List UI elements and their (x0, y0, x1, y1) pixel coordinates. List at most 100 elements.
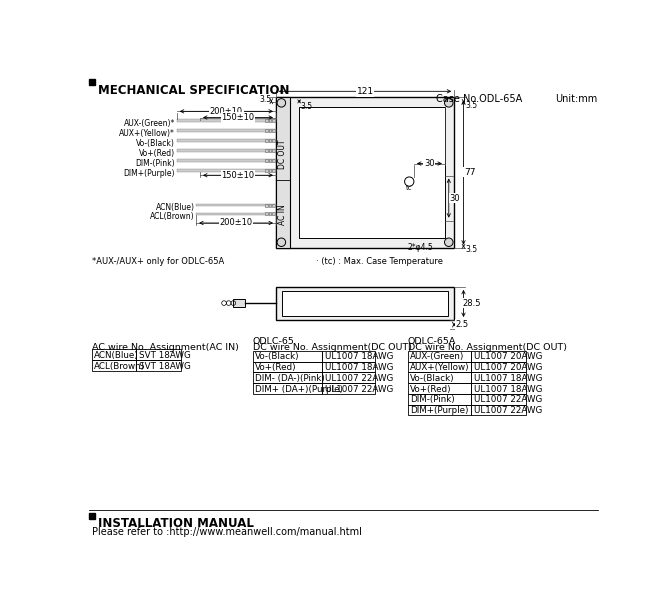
Bar (471, 362, 525, 372)
Bar (299, 107, 445, 239)
Text: AUX-(Green)*: AUX-(Green)* (124, 119, 175, 128)
Text: UL1007 20AWG: UL1007 20AWG (474, 363, 542, 372)
Text: 150±10: 150±10 (221, 171, 255, 180)
Bar (322, 372, 375, 383)
Text: · (tc) : Max. Case Temperature: · (tc) : Max. Case Temperature (316, 257, 444, 266)
Bar (177, 149, 276, 152)
Bar (89, 512, 95, 518)
Text: 3.5: 3.5 (465, 101, 477, 109)
Text: UL1007 18AWG: UL1007 18AWG (474, 385, 542, 394)
Text: INSTALLATION MANUAL: INSTALLATION MANUAL (98, 517, 253, 530)
Text: Vo-(Black): Vo-(Black) (255, 352, 299, 361)
Text: AUX+(Yellow)*: AUX+(Yellow)* (119, 129, 175, 138)
Text: UL1007 22AWG: UL1007 22AWG (474, 396, 542, 404)
Bar (269, 169, 271, 172)
Bar (408, 351, 471, 362)
Text: 200±10: 200±10 (220, 219, 253, 228)
Text: Vo-(Black): Vo-(Black) (136, 139, 175, 148)
Bar (92, 349, 137, 360)
Bar (272, 129, 275, 132)
Bar (471, 383, 525, 394)
Text: 28.5: 28.5 (462, 299, 480, 308)
Text: DIM+(Purple): DIM+(Purple) (124, 169, 175, 178)
Text: DIM-(Pink): DIM-(Pink) (135, 159, 175, 168)
Bar (272, 204, 275, 207)
Text: 3.5: 3.5 (465, 245, 477, 254)
Text: AC IN: AC IN (279, 204, 287, 225)
Text: UL1007 18AWG: UL1007 18AWG (325, 363, 393, 372)
Text: 200±10: 200±10 (210, 107, 243, 116)
Bar (272, 159, 275, 162)
Bar (177, 160, 276, 162)
Bar (137, 349, 182, 360)
Bar (265, 119, 268, 122)
Text: 121: 121 (356, 87, 374, 96)
Bar (269, 212, 271, 215)
Bar (282, 291, 448, 316)
Bar (265, 204, 268, 207)
Text: 77: 77 (464, 168, 476, 177)
Bar (269, 149, 271, 152)
Bar (269, 129, 271, 132)
Bar (471, 372, 525, 383)
Bar (253, 362, 322, 372)
Bar (272, 169, 275, 172)
Bar (272, 149, 275, 152)
Text: DIM+ (DA+)(Purple): DIM+ (DA+)(Purple) (255, 385, 343, 394)
Text: Please refer to :http://www.meanwell.com/manual.html: Please refer to :http://www.meanwell.com… (92, 527, 361, 537)
Bar (253, 372, 322, 383)
Bar (253, 351, 322, 362)
Text: DC wire No. Assignment(DC OUT): DC wire No. Assignment(DC OUT) (408, 343, 567, 352)
Text: AC wire No. Assignment(AC IN): AC wire No. Assignment(AC IN) (92, 343, 239, 352)
Text: DC wire No. Assignment(DC OUT): DC wire No. Assignment(DC OUT) (253, 343, 411, 352)
Text: AUX+(Yellow): AUX+(Yellow) (410, 363, 470, 372)
Bar (408, 383, 471, 394)
Circle shape (444, 238, 453, 246)
Bar (196, 212, 276, 215)
Text: UL1007 20AWG: UL1007 20AWG (474, 352, 542, 361)
Text: 30: 30 (450, 194, 460, 203)
Text: SVT 18AWG: SVT 18AWG (139, 351, 190, 360)
Bar (92, 360, 137, 371)
Text: 2*φ4.5: 2*φ4.5 (408, 243, 433, 252)
Text: Vo-(Black): Vo-(Black) (410, 374, 455, 383)
Bar (177, 140, 276, 142)
Circle shape (277, 238, 285, 246)
Bar (137, 360, 182, 371)
Text: ACN(Blue): ACN(Blue) (94, 351, 139, 360)
Text: UL1007 22AWG: UL1007 22AWG (325, 385, 393, 394)
Bar (269, 204, 271, 207)
Bar (276, 98, 290, 248)
Bar (408, 362, 471, 372)
Bar (322, 351, 375, 362)
Text: tc: tc (406, 185, 413, 191)
Text: ODLC-65: ODLC-65 (253, 337, 295, 346)
Text: SVT 18AWG: SVT 18AWG (139, 362, 190, 371)
Text: MECHANICAL SPECIFICATION: MECHANICAL SPECIFICATION (98, 84, 289, 97)
Text: ACL(Brown): ACL(Brown) (94, 362, 145, 371)
Text: Vo+(Red): Vo+(Red) (139, 149, 175, 158)
Bar (322, 362, 375, 372)
Text: UL1007 18AWG: UL1007 18AWG (325, 352, 393, 361)
Text: Case No.ODL-65A: Case No.ODL-65A (436, 95, 523, 104)
Circle shape (277, 98, 285, 107)
Bar (177, 120, 276, 122)
Text: ACN(Blue): ACN(Blue) (155, 203, 194, 212)
Bar (272, 212, 275, 215)
Bar (265, 212, 268, 215)
Bar (408, 394, 471, 405)
Text: UL1007 22AWG: UL1007 22AWG (325, 374, 393, 383)
Bar (272, 139, 275, 142)
Bar (196, 204, 276, 206)
Bar (269, 139, 271, 142)
Bar (265, 169, 268, 172)
Bar (265, 139, 268, 142)
Text: ACL(Brown): ACL(Brown) (150, 212, 194, 221)
Text: AUX-(Green): AUX-(Green) (410, 352, 464, 361)
Bar (265, 159, 268, 162)
Text: ODLC-65A: ODLC-65A (408, 337, 456, 346)
Text: DIM-(Pink): DIM-(Pink) (410, 396, 455, 404)
Text: Vo+(Red): Vo+(Red) (255, 363, 297, 372)
Bar (265, 129, 268, 132)
Bar (471, 405, 525, 415)
